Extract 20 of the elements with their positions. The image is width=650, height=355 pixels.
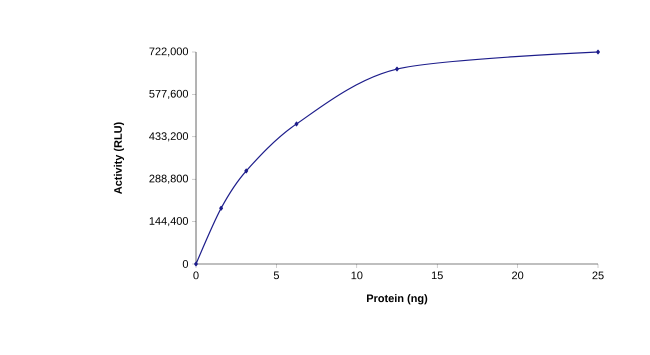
point — [294, 122, 298, 126]
point — [596, 50, 600, 54]
y-axis-title: Activity (RLU) — [114, 122, 124, 194]
point — [219, 206, 224, 211]
x-tick-label: 25 — [592, 272, 604, 280]
y-tick-label: 722,000 — [149, 47, 188, 57]
y-tick-label: 577,600 — [149, 90, 188, 99]
x-tick-label: 0 — [193, 272, 199, 280]
x-tick-label: 15 — [432, 272, 443, 280]
x-tick-label: 20 — [512, 272, 524, 280]
x-tick-label: 5 — [274, 272, 279, 280]
point — [244, 168, 248, 174]
x-tick-label: 10 — [352, 272, 362, 280]
y-tick-label: 0 — [182, 260, 188, 268]
y-tick-label: 144,400 — [150, 217, 188, 226]
x-axis-title: Protein (ng) — [367, 294, 428, 304]
point — [395, 66, 399, 72]
point — [194, 262, 198, 266]
y-tick-label: 433,200 — [149, 132, 188, 142]
y-tick-label: 288,800 — [149, 174, 188, 184]
